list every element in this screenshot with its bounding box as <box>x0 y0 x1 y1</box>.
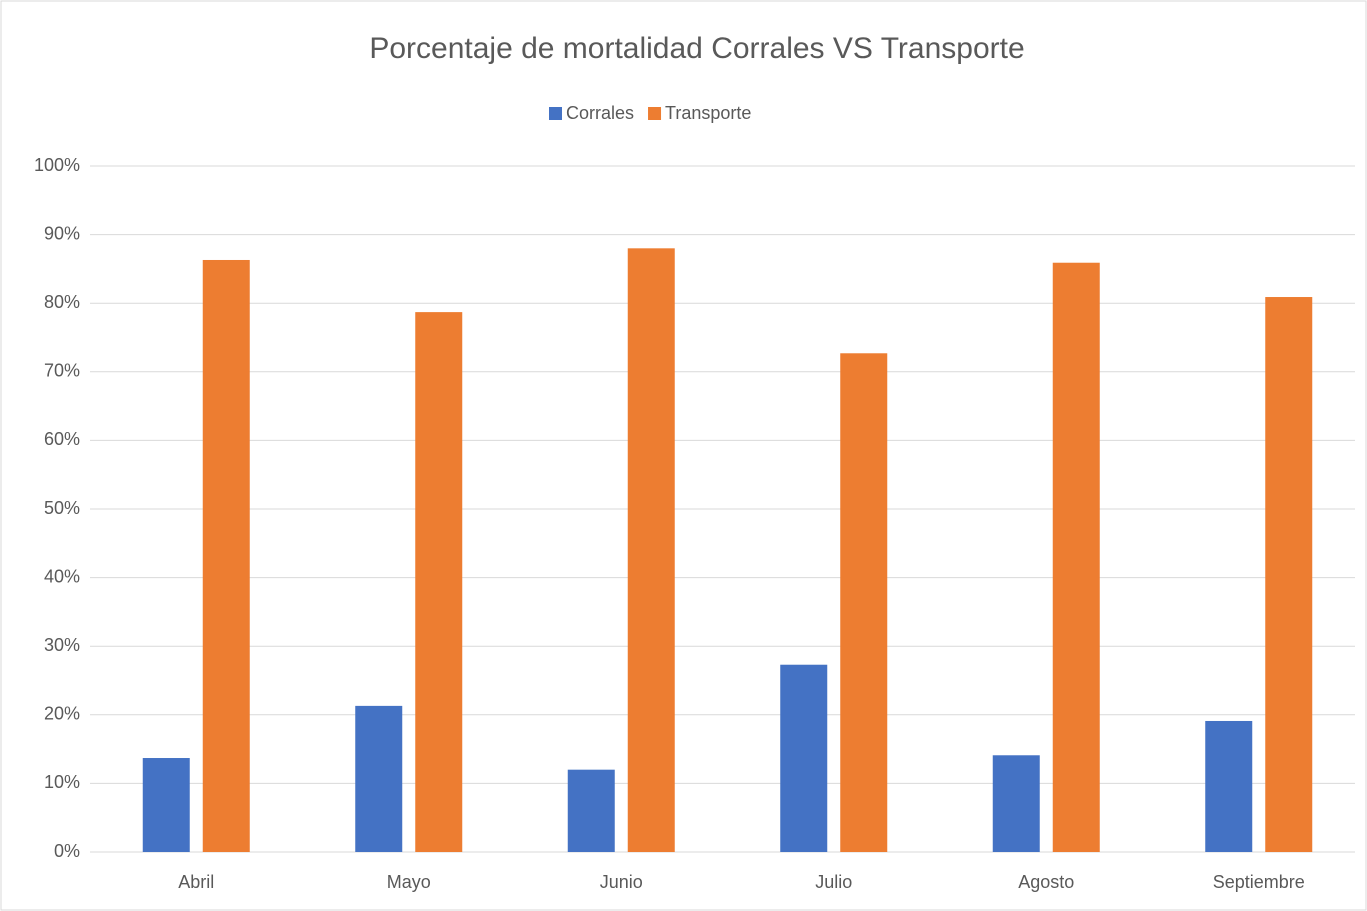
legend-label: Transporte <box>665 103 751 123</box>
y-tick-label: 80% <box>44 292 80 312</box>
bar <box>992 755 1040 852</box>
x-tick-label: Mayo <box>387 872 431 892</box>
legend-label: Corrales <box>566 103 634 123</box>
x-tick-label: Junio <box>600 872 643 892</box>
bar <box>840 353 888 852</box>
bar <box>1265 297 1313 852</box>
bar <box>627 248 675 852</box>
y-tick-label: 10% <box>44 772 80 792</box>
y-tick-label: 30% <box>44 635 80 655</box>
bar <box>1052 262 1100 852</box>
y-tick-label: 90% <box>44 223 80 243</box>
legend-swatch <box>549 107 562 120</box>
bar <box>355 705 403 852</box>
bar <box>780 664 828 852</box>
x-tick-label: Agosto <box>1018 872 1074 892</box>
y-tick-label: 20% <box>44 704 80 724</box>
y-tick-label: 0% <box>54 841 80 861</box>
y-tick-label: 70% <box>44 361 80 381</box>
y-tick-label: 40% <box>44 566 80 586</box>
y-tick-label: 50% <box>44 498 80 518</box>
bar <box>142 758 190 852</box>
x-tick-label: Abril <box>178 872 214 892</box>
bar <box>567 769 615 852</box>
x-tick-label: Julio <box>815 872 852 892</box>
x-tick-label: Septiembre <box>1213 872 1305 892</box>
y-tick-label: 100% <box>34 155 80 175</box>
y-tick-label: 60% <box>44 429 80 449</box>
bar <box>202 259 250 852</box>
bar <box>415 312 463 852</box>
legend-swatch <box>648 107 662 120</box>
bar <box>1205 720 1253 852</box>
chart-title: Porcentaje de mortalidad Corrales VS Tra… <box>369 32 1024 65</box>
